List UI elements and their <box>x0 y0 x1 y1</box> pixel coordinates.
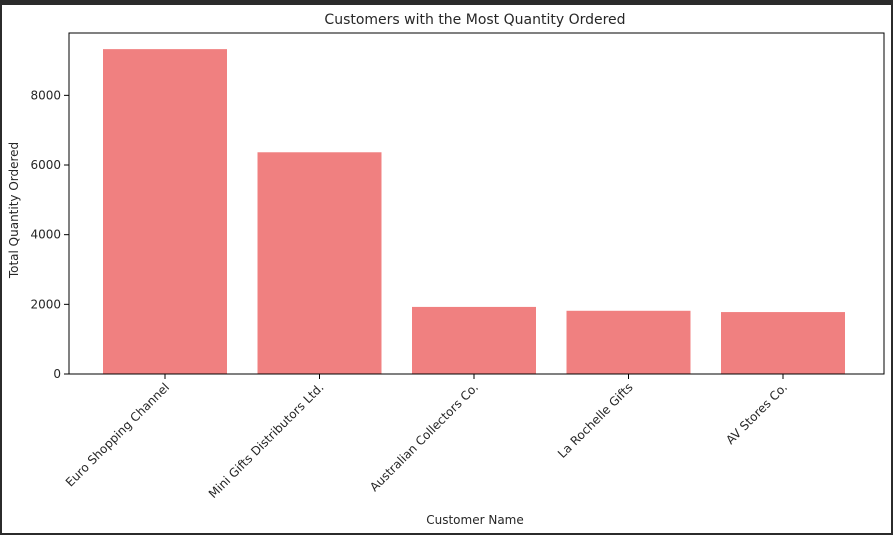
bar-1 <box>257 152 382 374</box>
bars-group <box>103 49 845 375</box>
x-axis-label: Customer Name <box>426 513 524 527</box>
y-axis: 0 2000 4000 6000 8000 <box>30 88 69 381</box>
y-tick-label: 4000 <box>30 228 61 242</box>
y-tick-label: 2000 <box>30 297 61 311</box>
y-axis-label: Total Quantity Ordered <box>7 142 21 279</box>
bar-chart: Customers with the Most Quantity Ordered… <box>7 12 885 527</box>
x-tick-label: La Rochelle Gifts <box>555 380 636 461</box>
bar-4 <box>721 312 845 374</box>
x-tick-label: Australian Collectors Co. <box>367 380 481 494</box>
bar-2 <box>412 306 536 374</box>
bar-3 <box>566 310 691 374</box>
x-tick-label: Mini Gifts Distributors Ltd. <box>206 380 327 501</box>
plot-area-frame <box>68 32 885 375</box>
x-tick-label: Euro Shopping Channel <box>63 380 172 489</box>
y-tick-label: 8000 <box>30 88 61 102</box>
chart-title: Customers with the Most Quantity Ordered <box>324 12 625 28</box>
y-tick-label: 0 <box>53 367 61 381</box>
figure-canvas: Customers with the Most Quantity Ordered… <box>2 5 891 533</box>
x-axis: Euro Shopping Channel Mini Gifts Distribu… <box>63 374 790 501</box>
x-tick-label: AV Stores Co. <box>723 380 790 447</box>
y-tick-label: 6000 <box>30 158 61 172</box>
bar-0 <box>103 49 227 375</box>
